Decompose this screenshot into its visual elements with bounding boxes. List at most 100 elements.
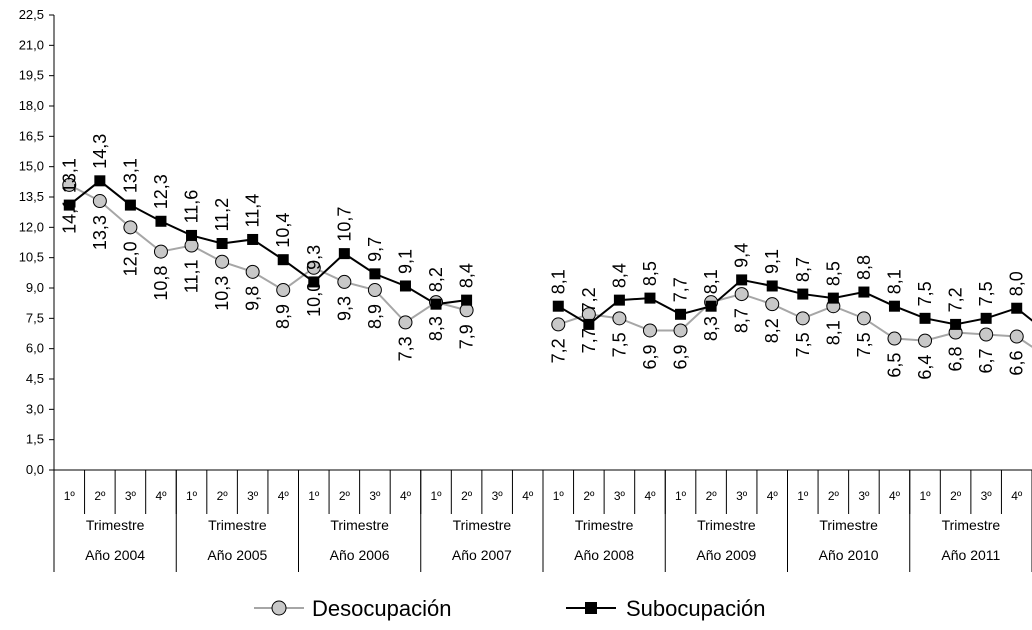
subocupacion-data-label: 8,4	[457, 263, 477, 288]
x-trimestre-label: Trimestre	[330, 517, 389, 533]
desocupacion-point	[673, 323, 688, 338]
desocupacion-point	[551, 317, 566, 332]
x-quarter-label: 4º	[767, 489, 779, 503]
desocupacion-data-label: 6,6	[1007, 351, 1027, 376]
subocupacion-data-label: 10,7	[334, 207, 354, 242]
subocupacion-point	[247, 233, 259, 245]
desocupacion-data-label: 8,7	[732, 308, 752, 333]
x-quarter-label: 1º	[675, 489, 687, 503]
desocupacion-data-label: 8,3	[701, 316, 721, 341]
desocupacion-point	[337, 274, 352, 289]
subocupacion-point	[124, 199, 136, 211]
subocupacion-point	[950, 318, 962, 330]
desocupacion-data-label: 8,2	[762, 318, 782, 343]
subocupacion-data-label: 11,4	[243, 194, 263, 228]
subocupacion-data-label: 8,4	[609, 263, 629, 288]
desocupacion-data-label: 11,1	[182, 260, 202, 294]
x-quarter-label: 1º	[797, 489, 809, 503]
desocupacion-data-label: 6,4	[915, 355, 935, 380]
desocupacion-point	[979, 327, 994, 342]
desocupacion-data-label: 7,2	[548, 338, 568, 363]
x-quarter-label: 2º	[950, 489, 962, 503]
subocupacion-data-label: 8,5	[640, 261, 660, 286]
x-trimestre-label: Trimestre	[86, 517, 145, 533]
subocupacion-point	[675, 308, 687, 320]
y-tick-label: 15,0	[19, 159, 44, 174]
subocupacion-data-label: 9,4	[732, 243, 752, 268]
y-tick-label: 22,5	[19, 7, 44, 22]
y-tick-label: 18,0	[19, 98, 44, 113]
y-tick-label: 4,5	[26, 371, 44, 386]
y-tick-label: 0,0	[26, 462, 44, 477]
desocupacion-point	[123, 220, 138, 235]
desocupacion-data-label: 8,9	[365, 304, 385, 329]
subocupacion-data-label: 7,2	[579, 287, 599, 312]
x-quarter-label: 1º	[920, 489, 932, 503]
desocupacion-data-label: 14,1	[59, 199, 79, 234]
desocupacion-point	[62, 177, 77, 192]
subocupacion-point	[216, 238, 228, 250]
desocupacion-point	[276, 283, 291, 298]
desocupacion-data-label: 9,3	[334, 296, 354, 321]
legend-subocupacion-label: Subocupación	[626, 596, 765, 621]
subocupacion-data-label: 9,1	[395, 249, 415, 274]
desocupacion-point	[245, 264, 260, 279]
y-tick-label: 9,0	[26, 280, 44, 295]
desocupacion-data-label: 7,5	[793, 332, 813, 357]
subocupacion-point	[94, 175, 106, 187]
subocupacion-point	[644, 292, 656, 304]
x-quarter-label: 3º	[858, 489, 870, 503]
desocupacion-point	[642, 323, 657, 338]
desocupacion-data-label: 7,3	[395, 336, 415, 361]
x-quarter-label: 3º	[614, 489, 626, 503]
subocupacion-data-label: 7,7	[671, 277, 691, 302]
desocupacion-point	[153, 244, 168, 259]
subocupacion-data-label: 8,8	[854, 255, 874, 280]
x-quarter-label: 4º	[155, 489, 167, 503]
x-quarter-label: 1º	[186, 489, 198, 503]
x-quarter-label: 2º	[217, 489, 229, 503]
subocupacion-data-label: 13,1	[59, 158, 79, 193]
subocupacion-point	[461, 294, 473, 306]
subocupacion-point	[338, 248, 350, 260]
x-quarter-label: 3º	[981, 489, 993, 503]
legend-desocupacion-label: Desocupación	[312, 596, 451, 621]
y-tick-label: 1,5	[26, 432, 44, 447]
x-quarter-label: 1º	[308, 489, 320, 503]
subocupacion-point	[919, 312, 931, 324]
subocupacion-data-label: 8,2	[426, 267, 446, 292]
subocupacion-point	[888, 300, 900, 312]
subocupacion-point	[277, 254, 289, 266]
desocupacion-point	[215, 254, 230, 269]
subocupacion-point	[552, 300, 564, 312]
subocupacion-data-label: 13,1	[120, 158, 140, 193]
x-quarter-label: 3º	[125, 489, 137, 503]
subocupacion-point	[1011, 302, 1023, 314]
desocupacion-data-label: 6,9	[671, 344, 691, 369]
x-quarter-label: 1º	[431, 489, 443, 503]
data-labels: 14,1 13,3 12,0 10,8 11,1 10,3 9,8 8,9 10,0 9,3 8,9…	[59, 134, 1027, 380]
desocupacion-point	[92, 194, 107, 209]
x-trimestre-label: Trimestre	[208, 517, 267, 533]
x-year-label: Año 2006	[330, 547, 390, 563]
y-tick-label: 7,5	[26, 310, 44, 325]
subocupacion-data-label: 8,0	[1007, 271, 1027, 296]
desocupacion-data-label: 6,8	[946, 346, 966, 371]
subocupacion-data-label: 7,2	[946, 287, 966, 312]
subocupacion-point	[705, 300, 717, 312]
x-quarter-label: 2º	[706, 489, 718, 503]
x-quarter-label: 4º	[644, 489, 656, 503]
x-year-label: Año 2009	[696, 547, 756, 563]
desocupacion-point	[184, 238, 199, 253]
desocupacion-data-label: 6,9	[640, 344, 660, 369]
subocupacion-point	[186, 229, 198, 241]
desocupacion-data-label: 8,9	[273, 304, 293, 329]
x-quarter-label: 1º	[553, 489, 565, 503]
desocupacion-data-label: 10,0	[304, 282, 324, 317]
x-trimestre-label: Trimestre	[453, 517, 512, 533]
subocupacion-data-label: 10,4	[273, 213, 293, 248]
desocupacion-point	[306, 260, 321, 275]
x-quarter-label: 2º	[828, 489, 840, 503]
subocupacion-point	[797, 288, 809, 300]
